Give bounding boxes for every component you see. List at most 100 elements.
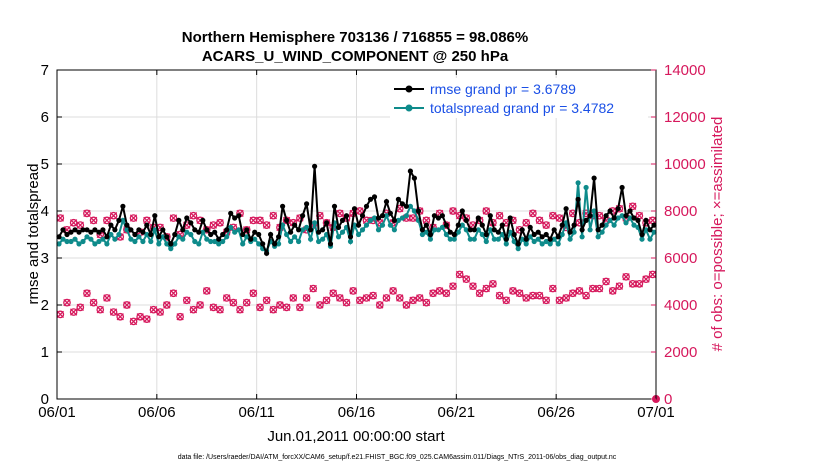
rmse-point — [288, 229, 294, 235]
totalspread-point — [355, 231, 362, 238]
obs-low-possible-marker — [502, 296, 511, 305]
rmse-point — [583, 217, 589, 223]
obs-low-possible-marker — [229, 298, 238, 307]
obs-low-possible-marker — [96, 305, 105, 314]
obs-low-assimilated-marker — [635, 280, 644, 288]
obs-low-possible-marker — [355, 296, 364, 305]
rmse-point — [331, 203, 338, 209]
rmse-point — [184, 215, 190, 221]
rmse-point — [623, 213, 629, 219]
rmse-point — [240, 231, 246, 238]
rmse-point — [339, 217, 346, 223]
obs-low-possible-marker — [429, 289, 437, 298]
obs-low-possible-marker — [555, 296, 564, 305]
rmse-point — [200, 217, 206, 223]
totalspread-point — [112, 236, 118, 242]
obs-low-possible-marker — [143, 315, 151, 323]
totalspread-point — [475, 227, 481, 233]
totalspread-point — [236, 227, 242, 233]
totalspread-point — [571, 229, 577, 235]
totalspread-point — [567, 236, 573, 242]
rmse-point — [88, 229, 94, 235]
obs-low-assimilated-marker — [143, 315, 151, 323]
y-tick-label-left: 2 — [41, 297, 49, 314]
rmse-point — [615, 206, 621, 212]
obs-low-assimilated-marker — [282, 303, 291, 312]
obs-low-assimilated-marker — [209, 303, 218, 312]
rmse-point — [120, 203, 126, 209]
y-tick-label-left: 5 — [41, 156, 49, 173]
totalspread-point — [284, 231, 290, 238]
totalspread-point — [451, 236, 457, 242]
obs-low-assimilated-marker — [169, 289, 178, 297]
obs-low-possible-marker — [595, 284, 604, 293]
rmse-point — [260, 241, 266, 247]
rmse-point — [411, 175, 417, 181]
legend-box — [390, 78, 648, 118]
obs-low-assimilated-marker — [116, 313, 124, 321]
obs-low-possible-marker — [449, 282, 457, 291]
rmse-point — [567, 229, 573, 235]
rmse-point — [84, 227, 90, 233]
obs-high-possible-marker — [129, 214, 138, 222]
x-tick-label: 06/16 — [338, 404, 376, 421]
obs-low-possible-marker — [395, 294, 404, 302]
obs-low-possible-marker — [236, 305, 244, 314]
rmse-point — [160, 227, 166, 233]
obs-low-assimilated-marker — [409, 296, 417, 304]
obs-low-possible-marker — [136, 312, 145, 321]
rmse-point — [399, 201, 405, 207]
totalspread-point — [551, 236, 557, 242]
rmse-point — [60, 227, 66, 233]
obs-high-possible-marker — [542, 221, 551, 229]
totalspread-point — [208, 238, 214, 245]
obs-high-assimilated-marker — [289, 219, 297, 227]
obs-low-possible-marker — [63, 298, 71, 307]
obs-low-possible-marker — [495, 291, 504, 300]
obs-low-assimilated-marker — [103, 294, 111, 302]
obs-low-assimilated-marker — [562, 294, 570, 302]
obs-low-assimilated-marker — [163, 301, 171, 309]
legend: rmse grand pr = 3.6789 totalspread grand… — [390, 78, 648, 118]
totalspread-point — [196, 241, 202, 247]
obs-low-possible-marker — [482, 284, 491, 293]
obs-high-assimilated-marker — [269, 212, 277, 220]
obs-high-assimilated-marker — [103, 216, 111, 225]
obs-high-assimilated-marker — [396, 204, 404, 213]
rmse-point — [216, 236, 222, 242]
rmse-point — [116, 217, 122, 223]
obs-low-possible-marker — [196, 301, 204, 309]
legend-rmse-marker — [405, 85, 413, 93]
totalspread-point — [491, 236, 497, 242]
obs-low-possible-marker — [548, 284, 557, 293]
obs-high-assimilated-marker — [69, 219, 78, 227]
obs-low-assimilated-marker — [515, 289, 524, 297]
obs-low-possible-marker — [116, 312, 125, 321]
rmse-point — [647, 227, 653, 233]
obs-low-assimilated-marker — [176, 313, 184, 321]
obs-low-assimilated-marker — [156, 308, 164, 316]
obs-high-assimilated-marker — [529, 209, 537, 218]
obs-high-possible-marker — [169, 214, 178, 222]
obs-low-possible-marker — [156, 308, 165, 316]
obs-high-possible-marker — [522, 218, 531, 227]
chart-title-line2: ACARS_U_WIND_COMPONENT @ 250 hPa — [202, 48, 509, 65]
totalspread-point — [515, 246, 521, 252]
obs-low-possible-marker — [202, 287, 211, 295]
obs-low-assimilated-marker — [642, 275, 650, 283]
obs-low-possible-marker — [562, 294, 571, 302]
obs-low-possible-marker — [262, 296, 271, 305]
obs-low-assimilated-marker — [602, 277, 610, 286]
obs-low-possible-marker — [89, 298, 98, 307]
obs-high-possible-marker — [529, 209, 537, 218]
obs-low-assimilated-marker — [469, 282, 477, 290]
totalspread-point — [347, 238, 354, 245]
totalspread-point — [383, 213, 390, 219]
rmse-point — [196, 229, 202, 235]
obs-low-assimilated-marker — [376, 301, 384, 309]
obs-low-assimilated-marker — [123, 301, 131, 309]
obs-high-assimilated-marker — [555, 214, 564, 222]
rmse-point — [248, 236, 254, 242]
x-tick-label: 06/06 — [138, 404, 176, 421]
totalspread-point — [68, 238, 74, 245]
